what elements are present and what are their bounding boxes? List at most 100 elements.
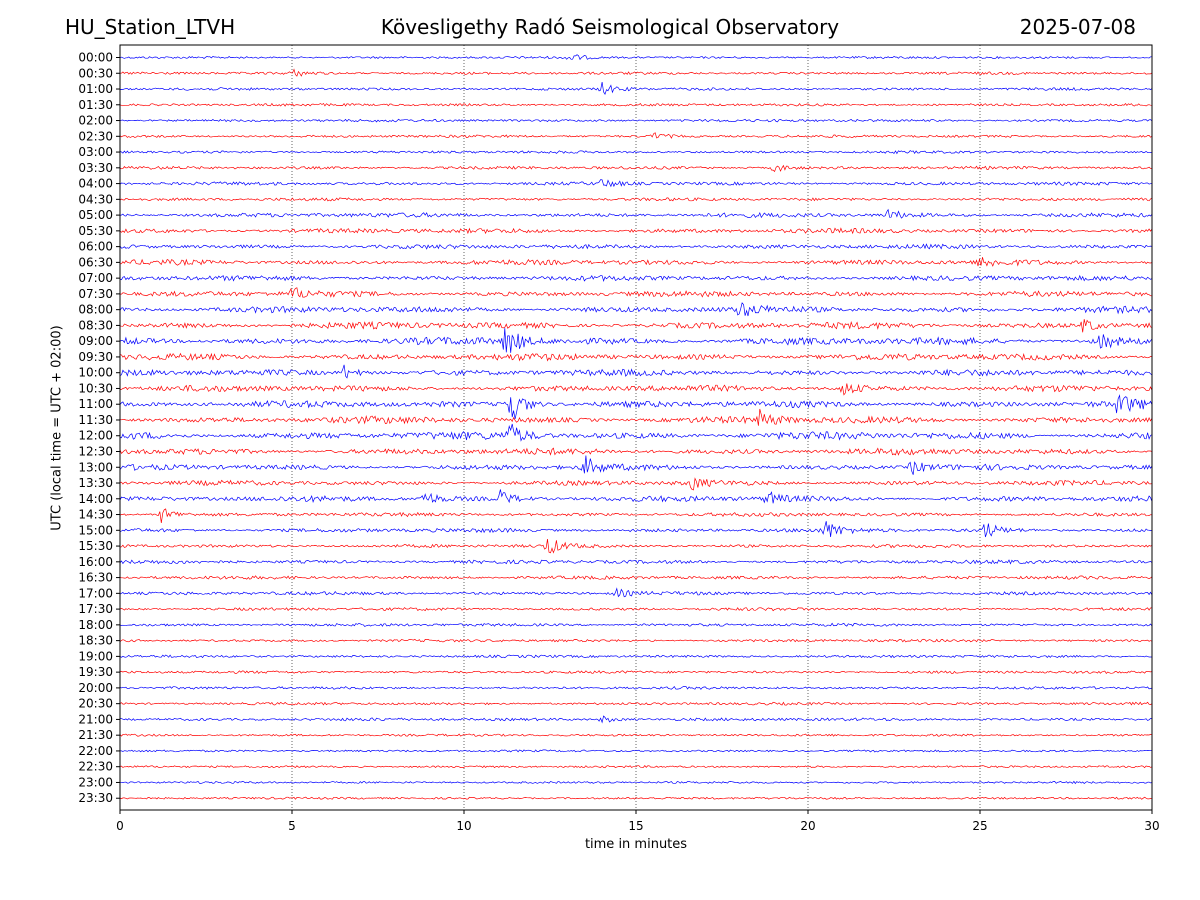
trace-0200 [119, 118, 1153, 123]
trace-0400 [119, 179, 1153, 188]
x-tick-label: 25 [972, 819, 987, 833]
y-tick-label: 05:30 [78, 224, 113, 238]
y-tick-label: 09:00 [78, 334, 113, 348]
y-tick-label: 01:00 [78, 82, 113, 96]
trace-1030 [119, 383, 1153, 396]
y-tick-label: 02:00 [78, 114, 113, 128]
trace-0830 [119, 319, 1153, 333]
y-tick-label: 18:30 [78, 634, 113, 648]
y-tick-label: 01:30 [78, 98, 113, 112]
y-tick-label: 04:30 [78, 192, 113, 206]
x-tick-label: 15 [628, 819, 643, 833]
y-tick-label: 16:30 [78, 571, 113, 585]
trace-1000 [119, 364, 1153, 379]
trace-2130 [119, 733, 1153, 737]
trace-0700 [119, 274, 1153, 283]
y-tick-label: 19:30 [78, 665, 113, 679]
traces [119, 54, 1153, 800]
trace-0900 [119, 328, 1153, 353]
trace-1700 [119, 587, 1153, 598]
trace-1200 [119, 423, 1153, 442]
y-tick-label: 05:00 [78, 208, 113, 222]
y-tick-label: 08:00 [78, 303, 113, 317]
trace-2000 [119, 686, 1153, 690]
trace-0130 [119, 102, 1153, 107]
y-tick-label: 19:00 [78, 649, 113, 663]
y-tick-label: 16:00 [78, 555, 113, 569]
trace-1800 [119, 622, 1153, 627]
y-tick-label: 20:00 [78, 681, 113, 695]
y-tick-label: 11:00 [78, 397, 113, 411]
x-axis-ticks: 0 5 10 15 20 25 30 [116, 810, 1160, 833]
x-tick-label: 0 [116, 819, 124, 833]
y-tick-label: 13:30 [78, 476, 113, 490]
x-tick-label: 30 [1144, 819, 1159, 833]
y-tick-label: 13:00 [78, 460, 113, 474]
trace-0730 [120, 287, 1153, 298]
trace-1500 [119, 521, 1153, 538]
y-tick-label: 03:00 [78, 145, 113, 159]
trace-0430 [119, 197, 1153, 202]
y-tick-label: 14:30 [78, 508, 113, 522]
y-tick-label: 12:30 [78, 445, 113, 459]
grid-lines [291, 45, 981, 810]
trace-0300 [119, 150, 1153, 155]
x-axis-label: time in minutes [584, 837, 688, 852]
y-tick-label: 22:00 [78, 744, 113, 758]
y-tick-label: 14:00 [78, 492, 113, 506]
y-tick-label: 09:30 [78, 350, 113, 364]
y-tick-label: 23:00 [78, 775, 113, 789]
trace-0330 [119, 164, 1153, 173]
trace-0000 [119, 54, 1152, 61]
y-tick-label: 07:00 [78, 271, 113, 285]
trace-2200 [119, 749, 1153, 753]
y-tick-label: 10:00 [78, 366, 113, 380]
y-tick-label: 08:30 [78, 318, 113, 332]
trace-0030 [120, 68, 1153, 77]
x-tick-label: 10 [456, 819, 471, 833]
y-tick-label: 04:00 [78, 177, 113, 191]
y-tick-label: 21:00 [78, 712, 113, 726]
y-tick-label: 17:30 [78, 602, 113, 616]
trace-0230 [119, 132, 1153, 139]
y-tick-label: 11:30 [78, 413, 113, 427]
y-tick-label: 02:30 [78, 129, 113, 143]
y-tick-label: 07:30 [78, 287, 113, 301]
trace-2230 [119, 765, 1153, 769]
y-tick-label: 03:30 [78, 161, 113, 175]
y-tick-label: 22:30 [78, 760, 113, 774]
y-tick-label: 15:00 [78, 523, 113, 537]
x-tick-label: 20 [800, 819, 815, 833]
trace-0630 [119, 257, 1153, 267]
trace-2330 [119, 796, 1153, 800]
trace-1230 [119, 447, 1153, 456]
trace-2030 [119, 701, 1153, 706]
trace-0500 [119, 208, 1153, 219]
y-tick-label: 06:00 [78, 240, 113, 254]
y-tick-label: 23:30 [78, 791, 113, 805]
trace-1100 [119, 394, 1153, 419]
trace-0930 [119, 352, 1153, 362]
y-tick-label: 17:00 [78, 586, 113, 600]
trace-1930 [119, 670, 1153, 674]
y-tick-label: 18:00 [78, 618, 113, 632]
trace-1530 [119, 539, 1153, 554]
trace-1330 [119, 477, 1153, 491]
trace-0530 [119, 227, 1153, 235]
x-tick-label: 5 [288, 819, 296, 833]
y-tick-label: 20:30 [78, 697, 113, 711]
trace-0800 [119, 302, 1153, 317]
trace-1430 [119, 508, 1153, 524]
y-tick-label: 21:30 [78, 728, 113, 742]
chart-date: 2025-07-08 [1019, 15, 1136, 39]
trace-0100 [119, 82, 1153, 96]
y-tick-label: 15:30 [78, 539, 113, 553]
trace-2100 [119, 715, 1152, 724]
trace-1600 [119, 559, 1153, 565]
y-tick-label: 00:00 [78, 51, 113, 65]
trace-1630 [119, 575, 1153, 580]
trace-1730 [119, 607, 1153, 612]
trace-0600 [119, 243, 1153, 250]
